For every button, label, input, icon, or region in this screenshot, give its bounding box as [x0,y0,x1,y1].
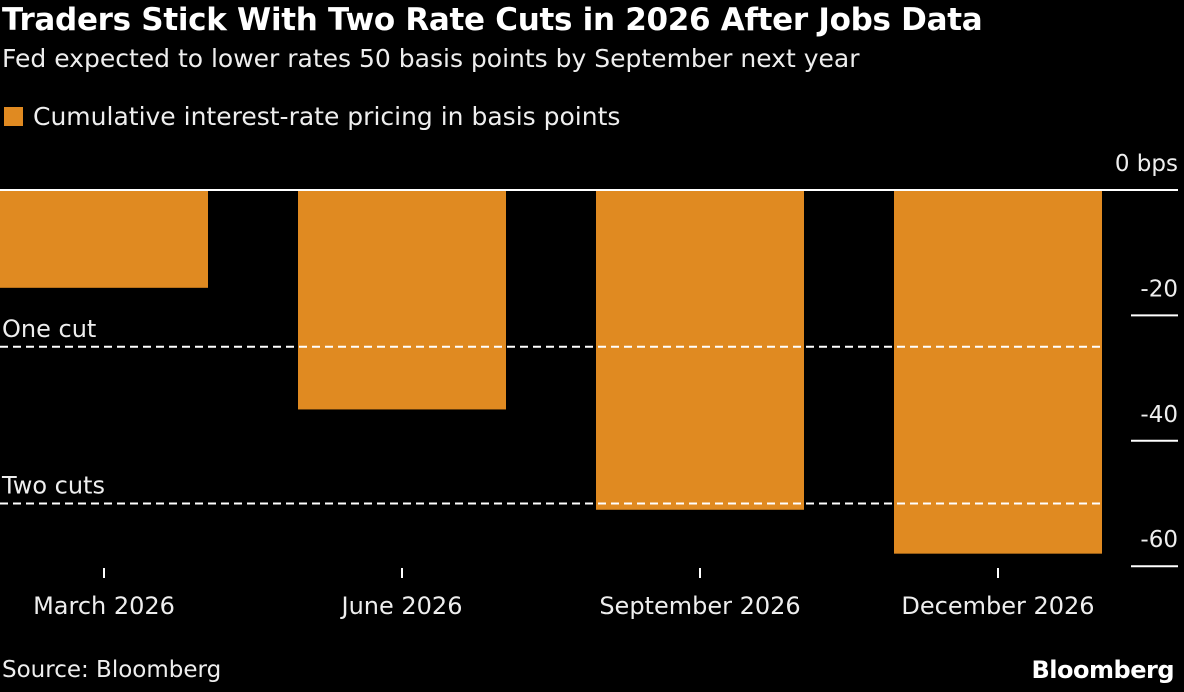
legend-label: Cumulative interest-rate pricing in basi… [33,102,621,131]
y-tick-label: -20 [1140,276,1178,302]
bloomberg-logo: Bloomberg [1031,656,1175,684]
y-tick-label: -40 [1140,402,1178,428]
bar-march-2026 [0,190,208,288]
reference-label: Two cuts [1,472,105,500]
legend: Cumulative interest-rate pricing in basi… [4,102,620,131]
x-tick-label: September 2026 [599,592,800,620]
x-tick-label: December 2026 [901,592,1094,620]
reference-label: One cut [2,315,96,343]
bar-june-2026 [298,190,506,410]
source-note: Source: Bloomberg [2,657,222,683]
chart-subtitle: Fed expected to lower rates 50 basis poi… [2,44,860,73]
y-tick-label: -60 [1140,527,1178,553]
legend-swatch [4,107,23,126]
chart-title: Traders Stick With Two Rate Cuts in 2026… [2,2,983,38]
bar-december-2026 [894,190,1102,554]
bar-september-2026 [596,190,804,510]
x-tick-label: March 2026 [33,592,175,620]
x-tick-label: June 2026 [340,592,463,620]
y-tick-label: 0 bps [1115,151,1178,177]
